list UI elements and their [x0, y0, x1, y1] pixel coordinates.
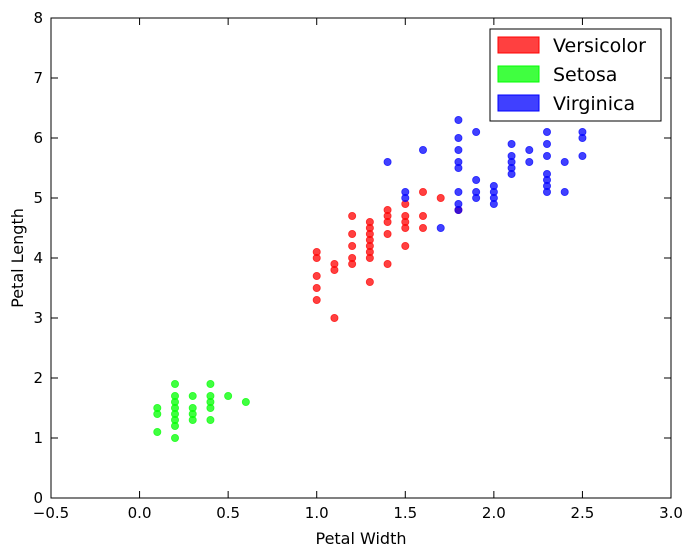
y-tick-label-4: 4	[33, 249, 43, 267]
data-point-versicolor-32	[418, 211, 427, 220]
data-point-setosa-10	[170, 433, 179, 442]
y-tick-label-0: 0	[33, 489, 43, 507]
data-point-versicolor-8	[348, 211, 357, 220]
data-point-setosa-15	[206, 379, 215, 388]
data-point-virginica-21	[507, 139, 516, 148]
data-point-versicolor-19	[365, 253, 374, 262]
y-tick-label-1: 1	[33, 429, 43, 447]
data-point-setosa-20	[224, 391, 233, 400]
data-points-layer	[153, 116, 587, 442]
data-point-versicolor-30	[401, 241, 410, 250]
data-point-setosa-14	[188, 415, 197, 424]
data-point-virginica-39	[578, 151, 587, 160]
data-point-versicolor-29	[401, 223, 410, 232]
data-point-virginica-2	[401, 193, 410, 202]
data-point-virginica-29	[543, 139, 552, 148]
data-point-virginica-26	[525, 145, 534, 154]
x-tick-label-5: 2.0	[482, 504, 506, 522]
data-point-virginica-9	[454, 163, 463, 172]
x-tick-label-6: 2.5	[570, 504, 594, 522]
y-tick-label-2: 2	[33, 369, 43, 387]
legend: Versicolor Setosa Virginica	[489, 28, 662, 122]
data-point-virginica-28	[543, 127, 552, 136]
y-tick-label-6: 6	[33, 129, 43, 147]
data-point-setosa-1	[153, 409, 162, 418]
data-point-setosa-2	[153, 427, 162, 436]
data-point-virginica-38	[578, 133, 587, 142]
data-point-versicolor-31	[418, 187, 427, 196]
data-point-virginica-5	[454, 116, 463, 125]
data-point-versicolor-20	[365, 277, 374, 286]
data-point-virginica-34	[543, 187, 552, 196]
data-point-versicolor-24	[383, 229, 392, 238]
data-point-virginica-3	[418, 145, 427, 154]
data-point-setosa-19	[206, 415, 215, 424]
legend-swatch-setosa	[497, 65, 540, 83]
data-point-versicolor-3	[312, 283, 321, 292]
y-tick-label-7: 7	[33, 69, 43, 87]
data-point-versicolor-1	[312, 253, 321, 262]
y-tick-label-5: 5	[33, 189, 43, 207]
data-point-virginica-16	[472, 193, 481, 202]
x-tick-label-1: 0.0	[128, 504, 152, 522]
data-point-versicolor-7	[330, 313, 339, 322]
x-tick-label-4: 1.5	[393, 504, 417, 522]
y-axis-title: Petal Length	[8, 208, 27, 308]
data-point-virginica-14	[472, 175, 481, 184]
data-point-virginica-6	[454, 133, 463, 142]
data-point-setosa-9	[170, 421, 179, 430]
data-point-versicolor-10	[348, 241, 357, 250]
x-tick-label-0: −0.5	[33, 504, 69, 522]
data-point-virginica-35	[560, 157, 569, 166]
data-point-virginica-36	[560, 187, 569, 196]
legend-label-virginica: Virginica	[553, 93, 635, 115]
legend-label-versicolor: Versicolor	[553, 35, 646, 57]
data-point-virginica-10	[454, 187, 463, 196]
axis-ticks-layer	[50, 17, 672, 499]
data-point-setosa-21	[241, 397, 250, 406]
x-tick-label-7: 3.0	[659, 504, 683, 522]
legend-swatch-virginica	[497, 94, 540, 112]
data-point-virginica-0	[383, 157, 392, 166]
data-point-versicolor-12	[348, 259, 357, 268]
data-point-virginica-30	[543, 151, 552, 160]
x-tick-label-2: 0.5	[216, 504, 240, 522]
y-tick-label-8: 8	[33, 9, 43, 27]
data-point-virginica-4	[436, 223, 445, 232]
data-point-virginica-13	[472, 127, 481, 136]
tick-labels-layer: −0.5 0.0 0.5 1.0 1.5 2.0 2.5 3.0 0 1 2 3 4 5 6 7 8	[33, 9, 683, 522]
data-point-virginica-20	[489, 199, 498, 208]
data-point-setosa-11	[188, 391, 197, 400]
data-point-versicolor-4	[312, 295, 321, 304]
legend-label-setosa: Setosa	[553, 64, 617, 86]
data-point-setosa-18	[206, 403, 215, 412]
y-tick-label-3: 3	[33, 309, 43, 327]
legend-swatch-versicolor	[497, 36, 540, 54]
data-point-virginica-7	[454, 145, 463, 154]
data-point-versicolor-33	[418, 223, 427, 232]
data-point-versicolor-6	[330, 265, 339, 274]
data-point-versicolor-2	[312, 271, 321, 280]
x-axis-title: Petal Width	[315, 529, 406, 548]
data-point-versicolor-9	[348, 229, 357, 238]
data-point-virginica-25	[507, 169, 516, 178]
data-point-versicolor-25	[383, 259, 392, 268]
data-point-setosa-3	[170, 379, 179, 388]
data-point-virginica-12	[454, 205, 463, 214]
x-tick-label-3: 1.0	[305, 504, 329, 522]
data-point-virginica-27	[525, 157, 534, 166]
data-point-versicolor-23	[383, 217, 392, 226]
data-point-versicolor-34	[436, 193, 445, 202]
